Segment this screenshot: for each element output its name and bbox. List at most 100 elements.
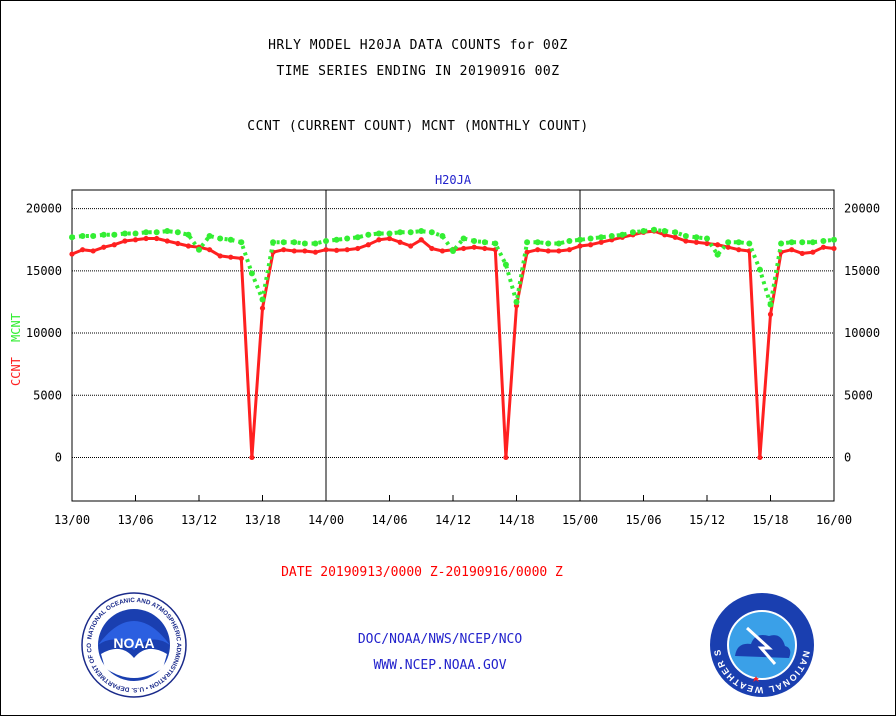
labels-layer: 0 0 5000 5000 10000 10000 15000 15000 20000 20000… bbox=[9, 173, 880, 527]
data-point-mcnt bbox=[809, 239, 816, 246]
data-point-mcnt bbox=[439, 233, 446, 240]
data-point-mcnt bbox=[164, 228, 171, 235]
data-point-ccnt bbox=[69, 251, 75, 257]
x-tick-label: 13/12 bbox=[181, 513, 217, 527]
data-point-mcnt bbox=[90, 233, 97, 240]
data-point-mcnt bbox=[778, 240, 785, 247]
data-point-mcnt bbox=[608, 233, 615, 240]
data-point-mcnt bbox=[788, 239, 795, 246]
data-point-ccnt bbox=[714, 242, 721, 248]
plot-title: H20JA bbox=[435, 173, 472, 187]
data-point-mcnt bbox=[397, 229, 404, 236]
data-point-mcnt bbox=[238, 239, 245, 246]
x-tick-label: 15/12 bbox=[689, 513, 725, 527]
y-tick-label-right: 5000 bbox=[844, 388, 873, 402]
data-point-ccnt bbox=[376, 237, 382, 243]
data-point-ccnt bbox=[302, 248, 308, 254]
data-point-mcnt bbox=[428, 229, 435, 236]
data-point-mcnt bbox=[386, 230, 393, 237]
data-point-mcnt bbox=[831, 236, 837, 243]
y-tick-label-right: 20000 bbox=[844, 202, 880, 216]
x-tick-label: 15/18 bbox=[752, 513, 788, 527]
data-point-mcnt bbox=[471, 238, 478, 245]
data-point-ccnt bbox=[810, 249, 816, 255]
data-point-ccnt bbox=[122, 238, 128, 244]
chart-title-line2: TIME SERIES ENDING IN 20190916 00Z bbox=[276, 64, 560, 79]
data-point-ccnt bbox=[228, 254, 234, 260]
data-point-mcnt bbox=[291, 239, 298, 246]
data-point-mcnt bbox=[693, 234, 700, 241]
y-tick-label-right: 0 bbox=[844, 450, 851, 464]
data-point-mcnt bbox=[640, 228, 647, 235]
data-point-mcnt bbox=[323, 238, 329, 245]
data-point-ccnt bbox=[132, 237, 139, 243]
data-point-ccnt bbox=[460, 245, 467, 252]
data-point-mcnt bbox=[704, 235, 710, 242]
data-point-mcnt bbox=[100, 231, 107, 238]
x-tick-label: 14/00 bbox=[308, 513, 344, 527]
data-point-ccnt bbox=[164, 238, 170, 244]
data-point-ccnt bbox=[556, 248, 562, 254]
data-point-mcnt bbox=[69, 234, 75, 241]
data-point-mcnt bbox=[767, 301, 774, 308]
y-tick-label-right: 10000 bbox=[844, 326, 880, 340]
data-point-ccnt bbox=[418, 237, 424, 243]
data-point-mcnt bbox=[661, 228, 668, 235]
chart-title-line1: HRLY MODEL H20JA DATA COUNTS for 00Z bbox=[268, 38, 568, 53]
data-point-mcnt bbox=[132, 230, 139, 237]
data-point-mcnt bbox=[217, 235, 224, 242]
x-tick-label: 14/06 bbox=[371, 513, 407, 527]
data-point-ccnt bbox=[598, 239, 604, 245]
data-point-mcnt bbox=[672, 229, 679, 236]
data-point-ccnt bbox=[333, 247, 340, 253]
y-tick-label-left: 20000 bbox=[26, 202, 62, 216]
data-point-ccnt bbox=[704, 240, 710, 247]
series-line-ccnt bbox=[71, 229, 835, 459]
data-point-ccnt bbox=[386, 235, 393, 242]
data-point-ccnt bbox=[259, 305, 266, 311]
data-point-mcnt bbox=[174, 229, 181, 236]
x-tick-label: 14/18 bbox=[498, 513, 534, 527]
data-point-ccnt bbox=[471, 244, 477, 250]
data-point-mcnt bbox=[227, 236, 234, 243]
data-point-ccnt bbox=[429, 245, 435, 252]
data-point-ccnt bbox=[789, 247, 795, 253]
data-point-mcnt bbox=[333, 236, 340, 243]
data-point-ccnt bbox=[185, 243, 192, 249]
data-point-ccnt bbox=[206, 247, 213, 253]
data-point-ccnt bbox=[323, 247, 329, 253]
data-point-mcnt bbox=[682, 233, 689, 240]
data-point-ccnt bbox=[175, 240, 181, 247]
data-point-mcnt bbox=[206, 233, 213, 240]
series-line-mcnt bbox=[71, 227, 835, 307]
data-point-mcnt bbox=[121, 230, 128, 237]
data-point-mcnt bbox=[450, 247, 456, 254]
x-tick-label: 13/18 bbox=[244, 513, 280, 527]
data-point-ccnt bbox=[524, 249, 530, 255]
data-point-mcnt bbox=[619, 231, 626, 238]
data-point-mcnt bbox=[460, 235, 467, 242]
x-tick-label: 15/06 bbox=[625, 513, 661, 527]
data-point-mcnt bbox=[365, 231, 372, 238]
data-point-ccnt bbox=[365, 242, 371, 248]
nws-logo: NATIONAL WEATHER SERVICE bbox=[709, 592, 814, 697]
x-tick-label: 13/06 bbox=[117, 513, 153, 527]
data-point-mcnt bbox=[185, 231, 192, 238]
y-tick-label-left: 5000 bbox=[33, 388, 62, 402]
data-point-mcnt bbox=[301, 240, 308, 247]
x-tick-label: 13/00 bbox=[54, 513, 90, 527]
website-link[interactable]: WWW.NCEP.NOAA.GOV bbox=[373, 658, 507, 673]
data-point-mcnt bbox=[587, 235, 594, 242]
data-point-ccnt bbox=[291, 248, 297, 254]
date-range-label: DATE 20190913/0000 Z-20190916/0000 Z bbox=[281, 565, 563, 580]
y-tick-label-left: 15000 bbox=[26, 264, 62, 278]
data-point-mcnt bbox=[651, 226, 658, 233]
data-point-ccnt bbox=[238, 255, 244, 262]
data-point-ccnt bbox=[799, 250, 805, 257]
data-point-mcnt bbox=[555, 240, 562, 247]
data-point-ccnt bbox=[482, 245, 488, 252]
data-point-ccnt bbox=[736, 247, 742, 253]
data-point-mcnt bbox=[418, 228, 425, 235]
data-point-ccnt bbox=[397, 239, 403, 245]
data-point-ccnt bbox=[693, 239, 700, 245]
